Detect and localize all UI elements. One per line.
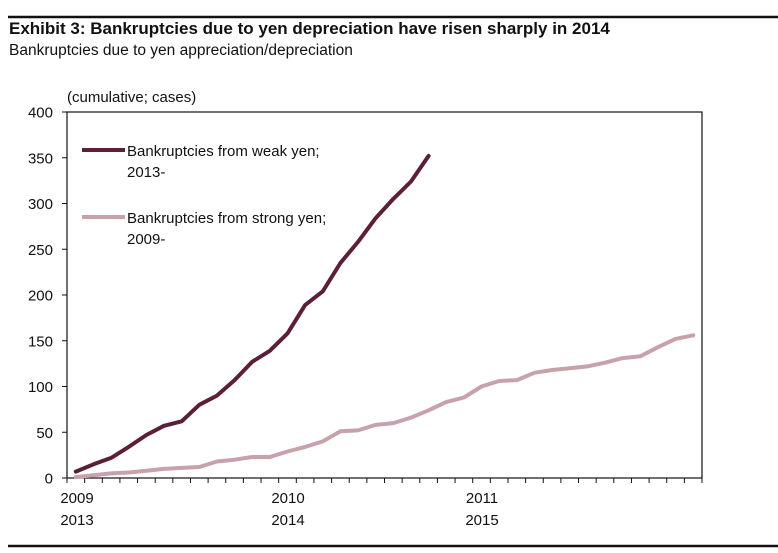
x-axis: 2009 2013 2010 2014 2011 2015 xyxy=(60,478,703,529)
y-tick-label: 150 xyxy=(28,333,53,350)
y-tick-label: 300 xyxy=(28,196,53,213)
legend-label-strong-yen-line2: 2009- xyxy=(127,231,165,248)
legend: Bankruptcies from weak yen; 2013- Bankru… xyxy=(82,143,326,248)
series-group xyxy=(73,153,696,480)
x-tick-label-bottom: 2015 xyxy=(465,512,498,529)
y-axis: 0 50 100 150 200 250 300 350 400 xyxy=(28,105,67,488)
y-tick-label: 0 xyxy=(45,471,53,488)
x-tick-label-top: 2010 xyxy=(271,490,304,507)
legend-label-strong-yen-line1: Bankruptcies from strong yen; xyxy=(127,210,326,227)
y-tick-label: 50 xyxy=(36,425,53,442)
y-tick-label: 250 xyxy=(28,242,53,259)
y-tick-label: 400 xyxy=(28,105,53,122)
series-line-strong-yen xyxy=(73,333,696,480)
x-tick-label-bottom: 2014 xyxy=(271,512,304,529)
legend-label-weak-yen-line1: Bankruptcies from weak yen; xyxy=(127,143,320,160)
x-tick-label-top: 2009 xyxy=(60,490,93,507)
x-tick-label-top: 2011 xyxy=(466,490,498,507)
y-tick-label: 350 xyxy=(28,150,53,167)
legend-label-weak-yen-line2: 2013- xyxy=(127,164,165,181)
y-tick-label: 100 xyxy=(28,379,53,396)
y-axis-label: (cumulative; cases) xyxy=(67,89,196,106)
chart-title: Exhibit 3: Bankruptcies due to yen depre… xyxy=(9,19,610,38)
chart-subtitle: Bankruptcies due to yen appreciation/dep… xyxy=(9,42,353,59)
x-tick-label-bottom: 2013 xyxy=(60,512,93,529)
y-tick-label: 200 xyxy=(28,288,53,305)
series-line-weak-yen xyxy=(73,153,431,474)
